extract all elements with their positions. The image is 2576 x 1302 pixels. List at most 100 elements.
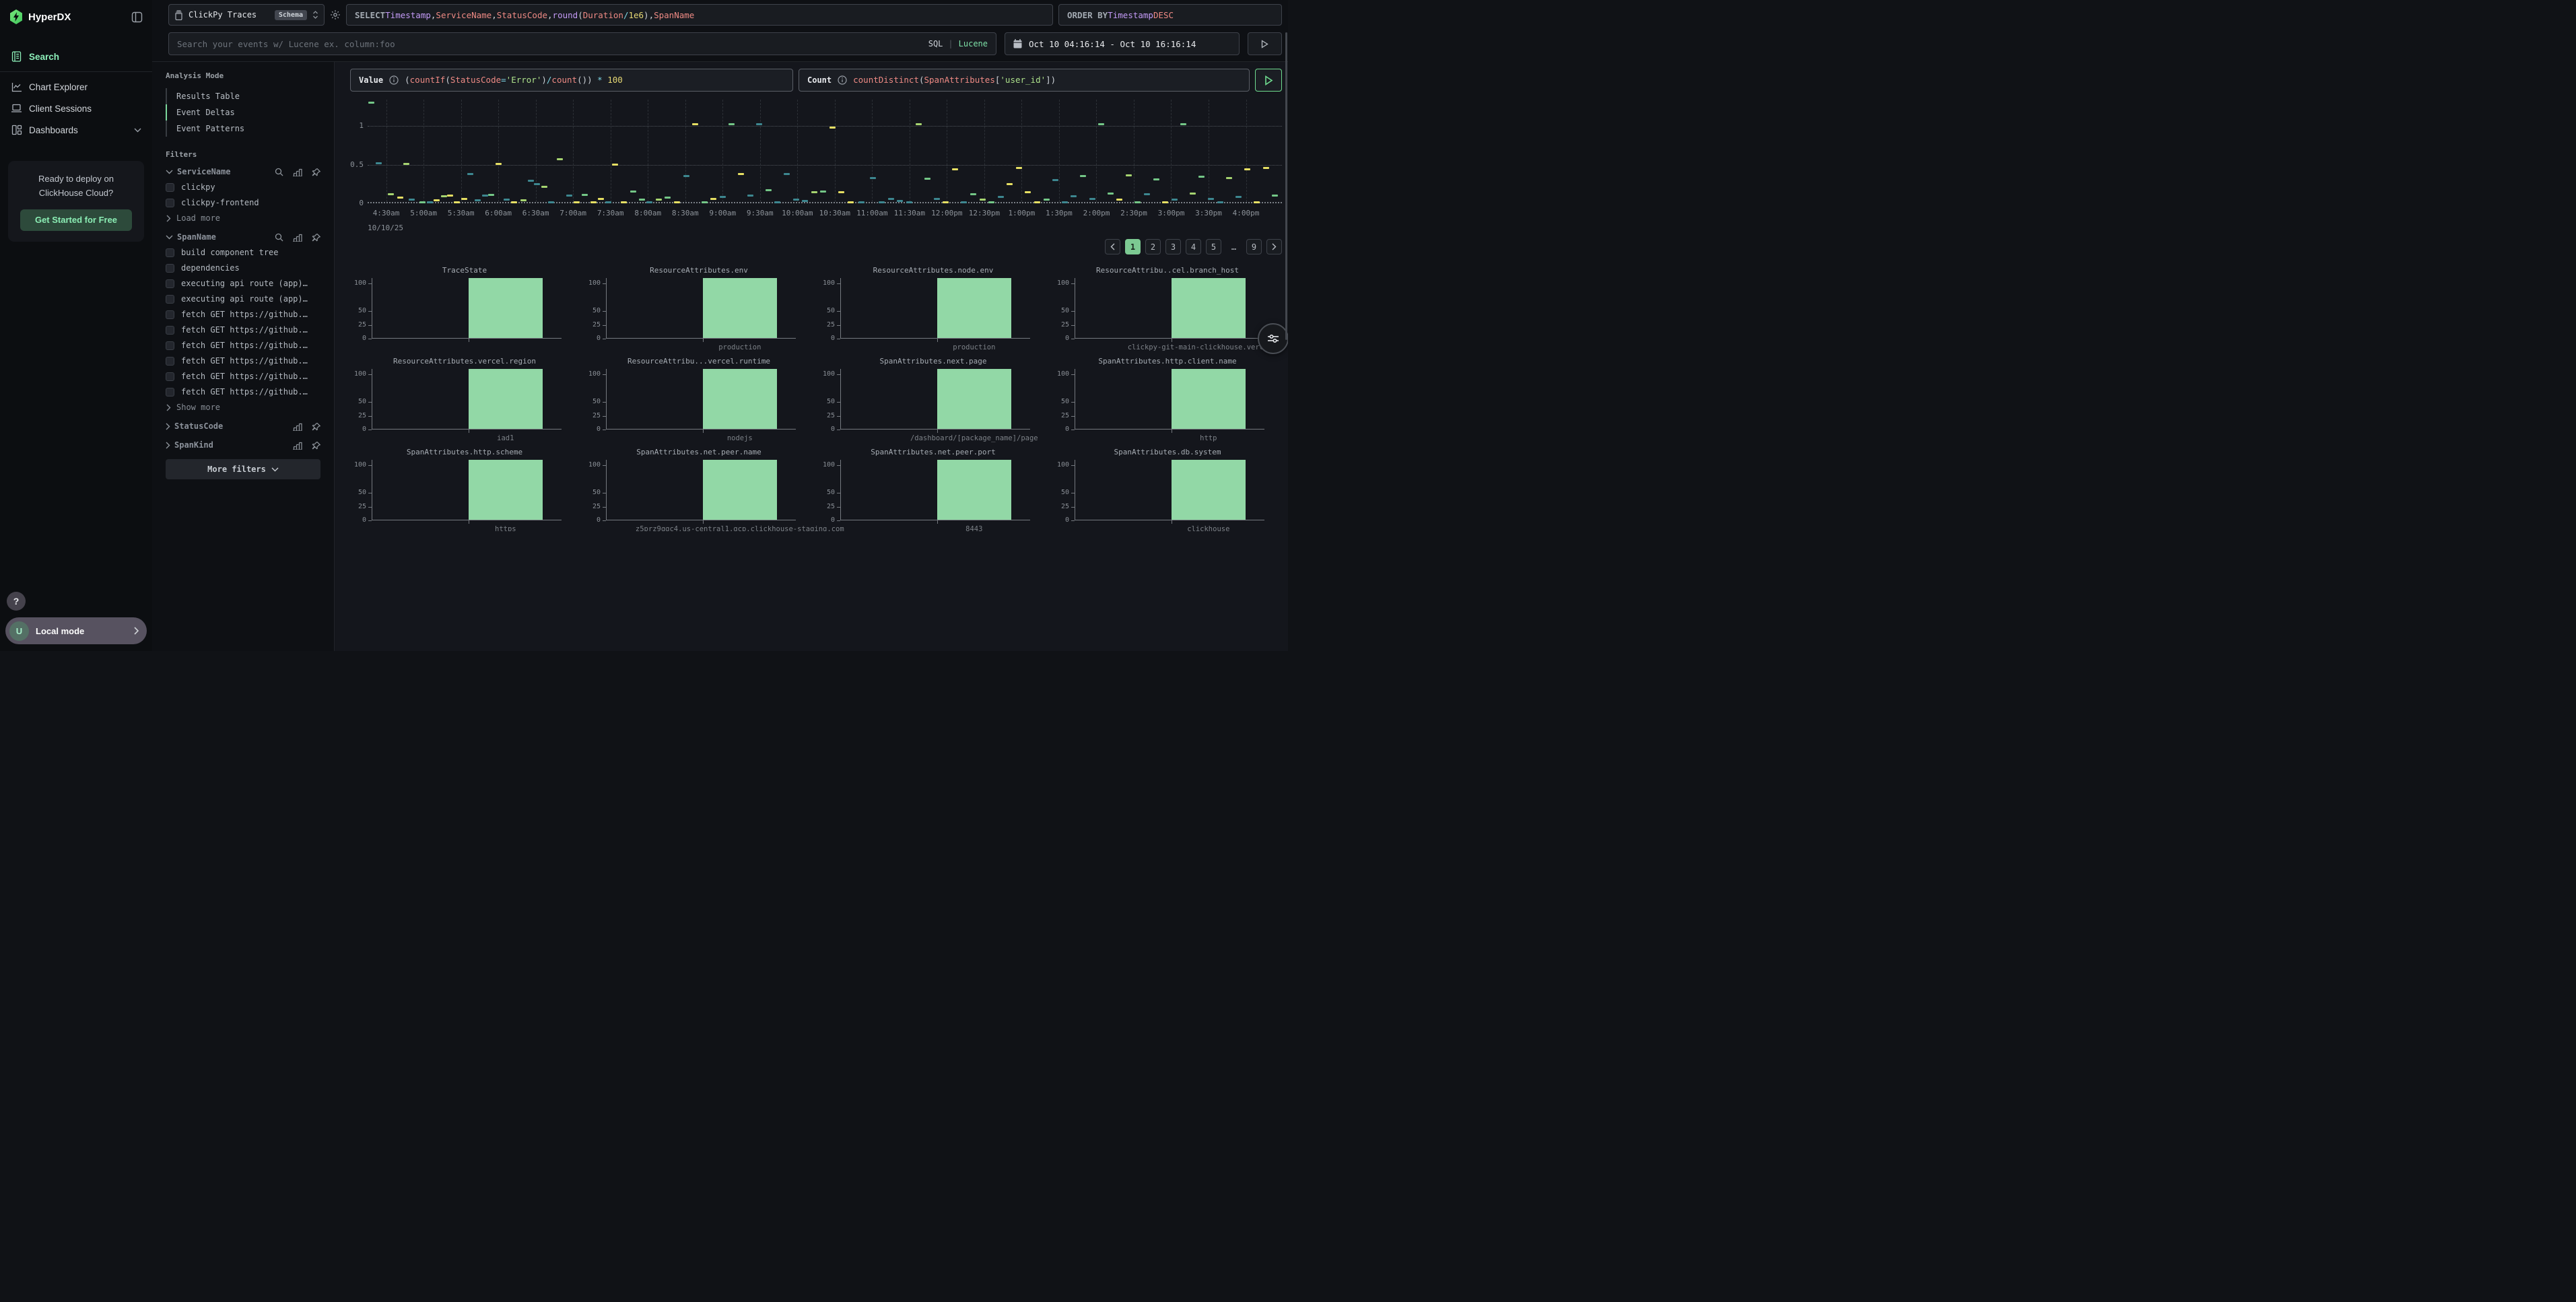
data-mark[interactable] [1162,201,1169,203]
data-mark[interactable] [387,193,394,195]
data-mark[interactable] [858,201,865,203]
data-mark[interactable] [665,197,671,199]
page-button-2[interactable]: 2 [1145,239,1161,254]
page-button-9[interactable]: 9 [1246,239,1262,254]
collapse-sidebar-icon[interactable] [131,11,143,23]
checkbox[interactable] [166,372,174,381]
data-mark[interactable] [1089,197,1095,200]
data-mark[interactable] [566,195,572,197]
data-mark[interactable] [1253,201,1260,203]
data-mark[interactable] [728,123,735,126]
filter-option[interactable]: fetch GET https://github.… [166,341,320,350]
data-mark[interactable] [1208,197,1215,200]
data-mark[interactable] [440,195,447,198]
data-mark[interactable] [461,197,467,200]
mini-chart-resourceattributes-node-env[interactable]: ResourceAttributes.node.env 100 50 25 0 produ… [819,264,1048,355]
data-mark[interactable] [1034,201,1041,203]
data-mark[interactable] [573,201,580,203]
mode-sql[interactable]: SQL [928,39,943,48]
bar[interactable] [469,369,543,429]
data-mark[interactable] [655,198,662,201]
search-icon[interactable] [275,233,283,242]
checkbox[interactable] [166,248,174,257]
data-mark[interactable] [368,102,375,104]
mini-chart-spanattributes-db-system[interactable]: SpanAttributes.db.system 100 50 25 0 clickhou… [1053,446,1282,531]
data-mark[interactable] [541,186,548,189]
mini-chart-resourceattribu-cel-branch-host[interactable]: ResourceAttribu..cel.branch_host 100 50 25 0… [1053,264,1282,355]
analysis-mode-event-patterns[interactable]: Event Patterns [166,121,320,137]
chart-plot-area[interactable] [368,100,1282,203]
data-mark[interactable] [511,201,518,203]
filter-option[interactable]: fetch GET https://github.… [166,372,320,381]
data-mark[interactable] [1153,178,1159,180]
data-mark[interactable] [765,189,772,191]
data-mark[interactable] [738,172,745,175]
data-mark[interactable] [710,197,717,200]
source-select[interactable]: ClickPy Traces Schema [168,4,325,26]
mini-chart-spanattributes-next-page[interactable]: SpanAttributes.next.page 100 50 25 0/dashboa… [819,355,1048,446]
data-mark[interactable] [783,172,790,175]
checkbox[interactable] [166,387,174,397]
sidebar-item-chart-explorer[interactable]: Chart Explorer [0,76,152,98]
data-mark[interactable] [453,201,460,203]
data-mark[interactable] [674,201,680,203]
pin-icon[interactable] [312,422,320,431]
data-mark[interactable] [1107,192,1114,195]
page-prev-button[interactable] [1105,239,1120,254]
data-mark[interactable] [970,193,976,195]
data-mark[interactable] [488,193,495,196]
help-button[interactable]: ? [7,592,26,611]
data-mark[interactable] [756,123,763,126]
data-mark[interactable] [1226,176,1233,179]
bar-chart-icon[interactable] [293,422,302,431]
data-mark[interactable] [646,201,653,203]
checkbox[interactable] [166,182,174,192]
bar-chart-icon[interactable] [293,168,302,176]
data-mark[interactable] [683,175,689,178]
bar[interactable] [703,278,777,338]
mini-chart-resourceattributes-env[interactable]: ResourceAttributes.env 100 50 25 0 production [584,264,813,355]
bar[interactable] [937,460,1011,520]
checkbox[interactable] [166,325,174,335]
data-mark[interactable] [534,182,541,185]
mini-chart-spanattributes-http-scheme[interactable]: SpanAttributes.http.scheme 100 50 25 0 https [350,446,579,531]
filter-option[interactable]: fetch GET https://github.… [166,325,320,335]
bar[interactable] [469,460,543,520]
data-mark[interactable] [1052,179,1059,181]
filter-option[interactable]: executing api route (app)… [166,294,320,304]
data-mark[interactable] [590,201,597,203]
page-button-5[interactable]: 5 [1206,239,1221,254]
data-mark[interactable] [1189,192,1196,195]
more-filters-button[interactable]: More filters [166,459,320,479]
page-next-button[interactable] [1266,239,1282,254]
order-by-input[interactable]: ORDER BY Timestamp DESC [1058,4,1282,26]
data-mark[interactable] [1061,201,1068,203]
page-button-1[interactable]: 1 [1125,239,1141,254]
data-mark[interactable] [427,201,434,203]
data-mark[interactable] [467,172,474,175]
data-mark[interactable] [547,201,554,203]
bar-chart-icon[interactable] [293,441,302,450]
filter-option[interactable]: fetch GET https://github.… [166,310,320,319]
sidebar-item-search[interactable]: Search [0,46,152,67]
filter-option[interactable]: build component tree [166,248,320,257]
bar[interactable] [703,460,777,520]
data-mark[interactable] [1235,196,1242,199]
checkbox[interactable] [166,294,174,304]
data-mark[interactable] [1071,195,1077,198]
data-mark[interactable] [1025,191,1031,194]
data-mark[interactable] [906,201,912,203]
data-mark[interactable] [897,200,904,203]
data-mark[interactable] [1125,174,1132,177]
data-mark[interactable] [1007,182,1013,185]
checkbox[interactable] [166,198,174,207]
data-mark[interactable] [1043,198,1050,201]
data-mark[interactable] [1217,201,1223,203]
data-mark[interactable] [419,201,426,203]
bar[interactable] [469,278,543,338]
data-mark[interactable] [848,201,854,203]
checkbox[interactable] [166,279,174,288]
filter-option[interactable]: clickpy [166,182,320,192]
filter-option[interactable]: clickpy-frontend [166,198,320,207]
data-mark[interactable] [802,200,809,203]
